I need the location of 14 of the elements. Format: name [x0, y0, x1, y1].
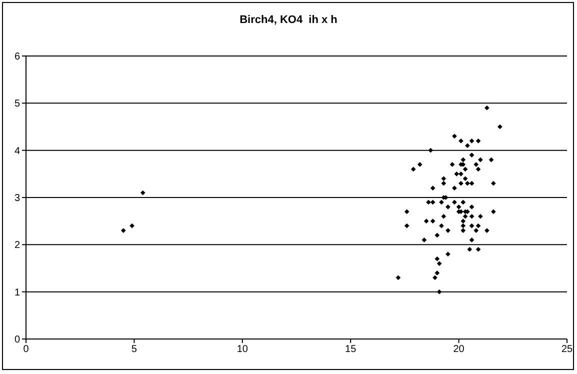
x-tick-label: 20: [453, 344, 465, 356]
x-tick-label: 25: [561, 344, 573, 356]
y-tick-label: 2: [14, 240, 20, 252]
y-tick-label: 4: [14, 146, 20, 157]
x-tick-label: 10: [236, 344, 248, 356]
chart-title: Birch4, KO4 ih x h: [238, 14, 338, 26]
x-tick-label: 15: [345, 344, 357, 356]
y-tick-label: 6: [14, 52, 20, 63]
x-tick-label: 0: [23, 344, 30, 356]
y-tick-label: 0: [14, 334, 20, 346]
y-tick-label: 5: [14, 98, 20, 110]
x-tick-label: 5: [131, 344, 138, 356]
y-tick-label: 3: [14, 193, 20, 204]
y-tick-label: 1: [14, 287, 20, 298]
